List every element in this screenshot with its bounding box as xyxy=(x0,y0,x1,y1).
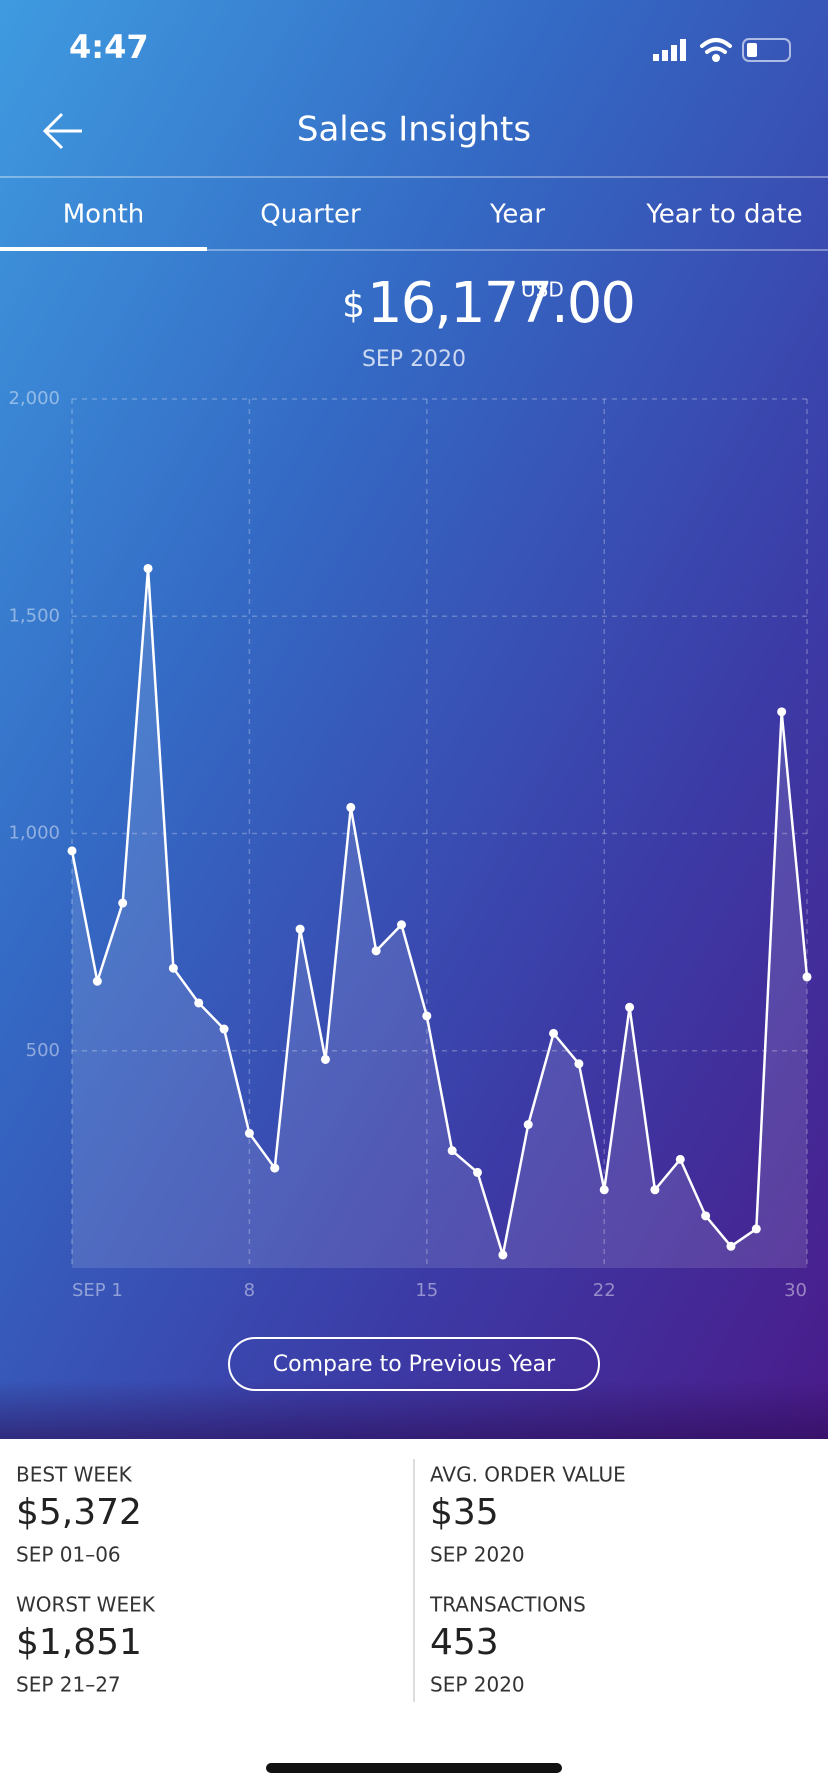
stat-label: AVG. ORDER VALUE xyxy=(430,1463,626,1487)
point xyxy=(498,1250,508,1260)
stat-label: BEST WEEK xyxy=(16,1463,133,1487)
x-tick-label: 22 xyxy=(593,1280,616,1301)
y-tick-label: 500 xyxy=(26,1040,60,1061)
currency-code: USD xyxy=(521,278,564,302)
point xyxy=(219,1024,229,1034)
point xyxy=(244,1128,254,1138)
point xyxy=(473,1167,483,1177)
wifi-icon xyxy=(700,38,732,62)
point xyxy=(751,1224,761,1234)
page-title: Sales Insights xyxy=(297,110,531,150)
y-tick-label: 1,000 xyxy=(8,823,60,844)
back-button[interactable] xyxy=(42,112,82,150)
stat-period: SEP 2020 xyxy=(430,1543,525,1567)
point xyxy=(67,846,77,856)
point xyxy=(371,946,381,956)
stat-period: SEP 21–27 xyxy=(16,1673,121,1697)
point xyxy=(777,707,787,717)
x-tick-label: 8 xyxy=(244,1280,255,1301)
header-background xyxy=(0,0,828,1439)
point xyxy=(549,1028,559,1038)
active-tab-indicator xyxy=(0,247,207,251)
currency-symbol: $ xyxy=(342,285,365,326)
point xyxy=(422,1011,432,1021)
stat-value: $35 xyxy=(430,1492,499,1533)
point xyxy=(92,976,102,986)
y-tick-label: 1,500 xyxy=(8,605,60,626)
compare-button[interactable] xyxy=(228,1337,600,1391)
y-tick-label: 2,000 xyxy=(8,388,60,409)
tab[interactable]: Year to date xyxy=(645,200,802,230)
area-fill xyxy=(72,568,807,1268)
point xyxy=(270,1163,280,1173)
stat-label: WORST WEEK xyxy=(16,1593,156,1617)
stat-period: SEP 2020 xyxy=(430,1673,525,1697)
point xyxy=(295,924,305,934)
point xyxy=(143,563,153,573)
stat-value: $1,851 xyxy=(16,1622,142,1663)
point xyxy=(574,1059,584,1069)
point xyxy=(802,972,812,982)
compare-button-label[interactable]: Compare to Previous Year xyxy=(273,1352,556,1377)
stat-label: TRANSACTIONS xyxy=(429,1593,586,1617)
point xyxy=(701,1211,711,1221)
point xyxy=(675,1154,685,1164)
point xyxy=(118,898,128,908)
x-tick-label: SEP 1 xyxy=(72,1280,123,1301)
point xyxy=(168,963,178,973)
stat-period: SEP 01–06 xyxy=(16,1543,121,1567)
x-tick-label: 15 xyxy=(415,1280,438,1301)
signal-icon xyxy=(653,39,686,61)
point xyxy=(346,802,356,812)
stat-value: $5,372 xyxy=(16,1492,142,1533)
point xyxy=(599,1185,609,1195)
status-time: 4:47 xyxy=(69,28,149,66)
total-amount: 16,177.00 xyxy=(367,271,634,336)
point xyxy=(625,1002,635,1012)
background-shade xyxy=(0,1380,828,1439)
tab[interactable]: Year xyxy=(489,200,545,230)
point xyxy=(726,1241,736,1251)
point xyxy=(194,998,204,1008)
point xyxy=(396,920,406,930)
point xyxy=(523,1120,533,1130)
x-tick-label: 30 xyxy=(784,1280,807,1301)
battery-icon xyxy=(742,38,791,62)
battery-level xyxy=(747,43,757,57)
stat-value: 453 xyxy=(430,1622,499,1663)
tab[interactable]: Quarter xyxy=(260,200,361,230)
point xyxy=(320,1054,330,1064)
line xyxy=(70,568,809,1256)
tab[interactable]: Month xyxy=(63,200,145,230)
point xyxy=(447,1146,457,1156)
period-label: SEP 2020 xyxy=(362,347,466,372)
home-indicator xyxy=(266,1763,562,1773)
point xyxy=(650,1185,660,1195)
